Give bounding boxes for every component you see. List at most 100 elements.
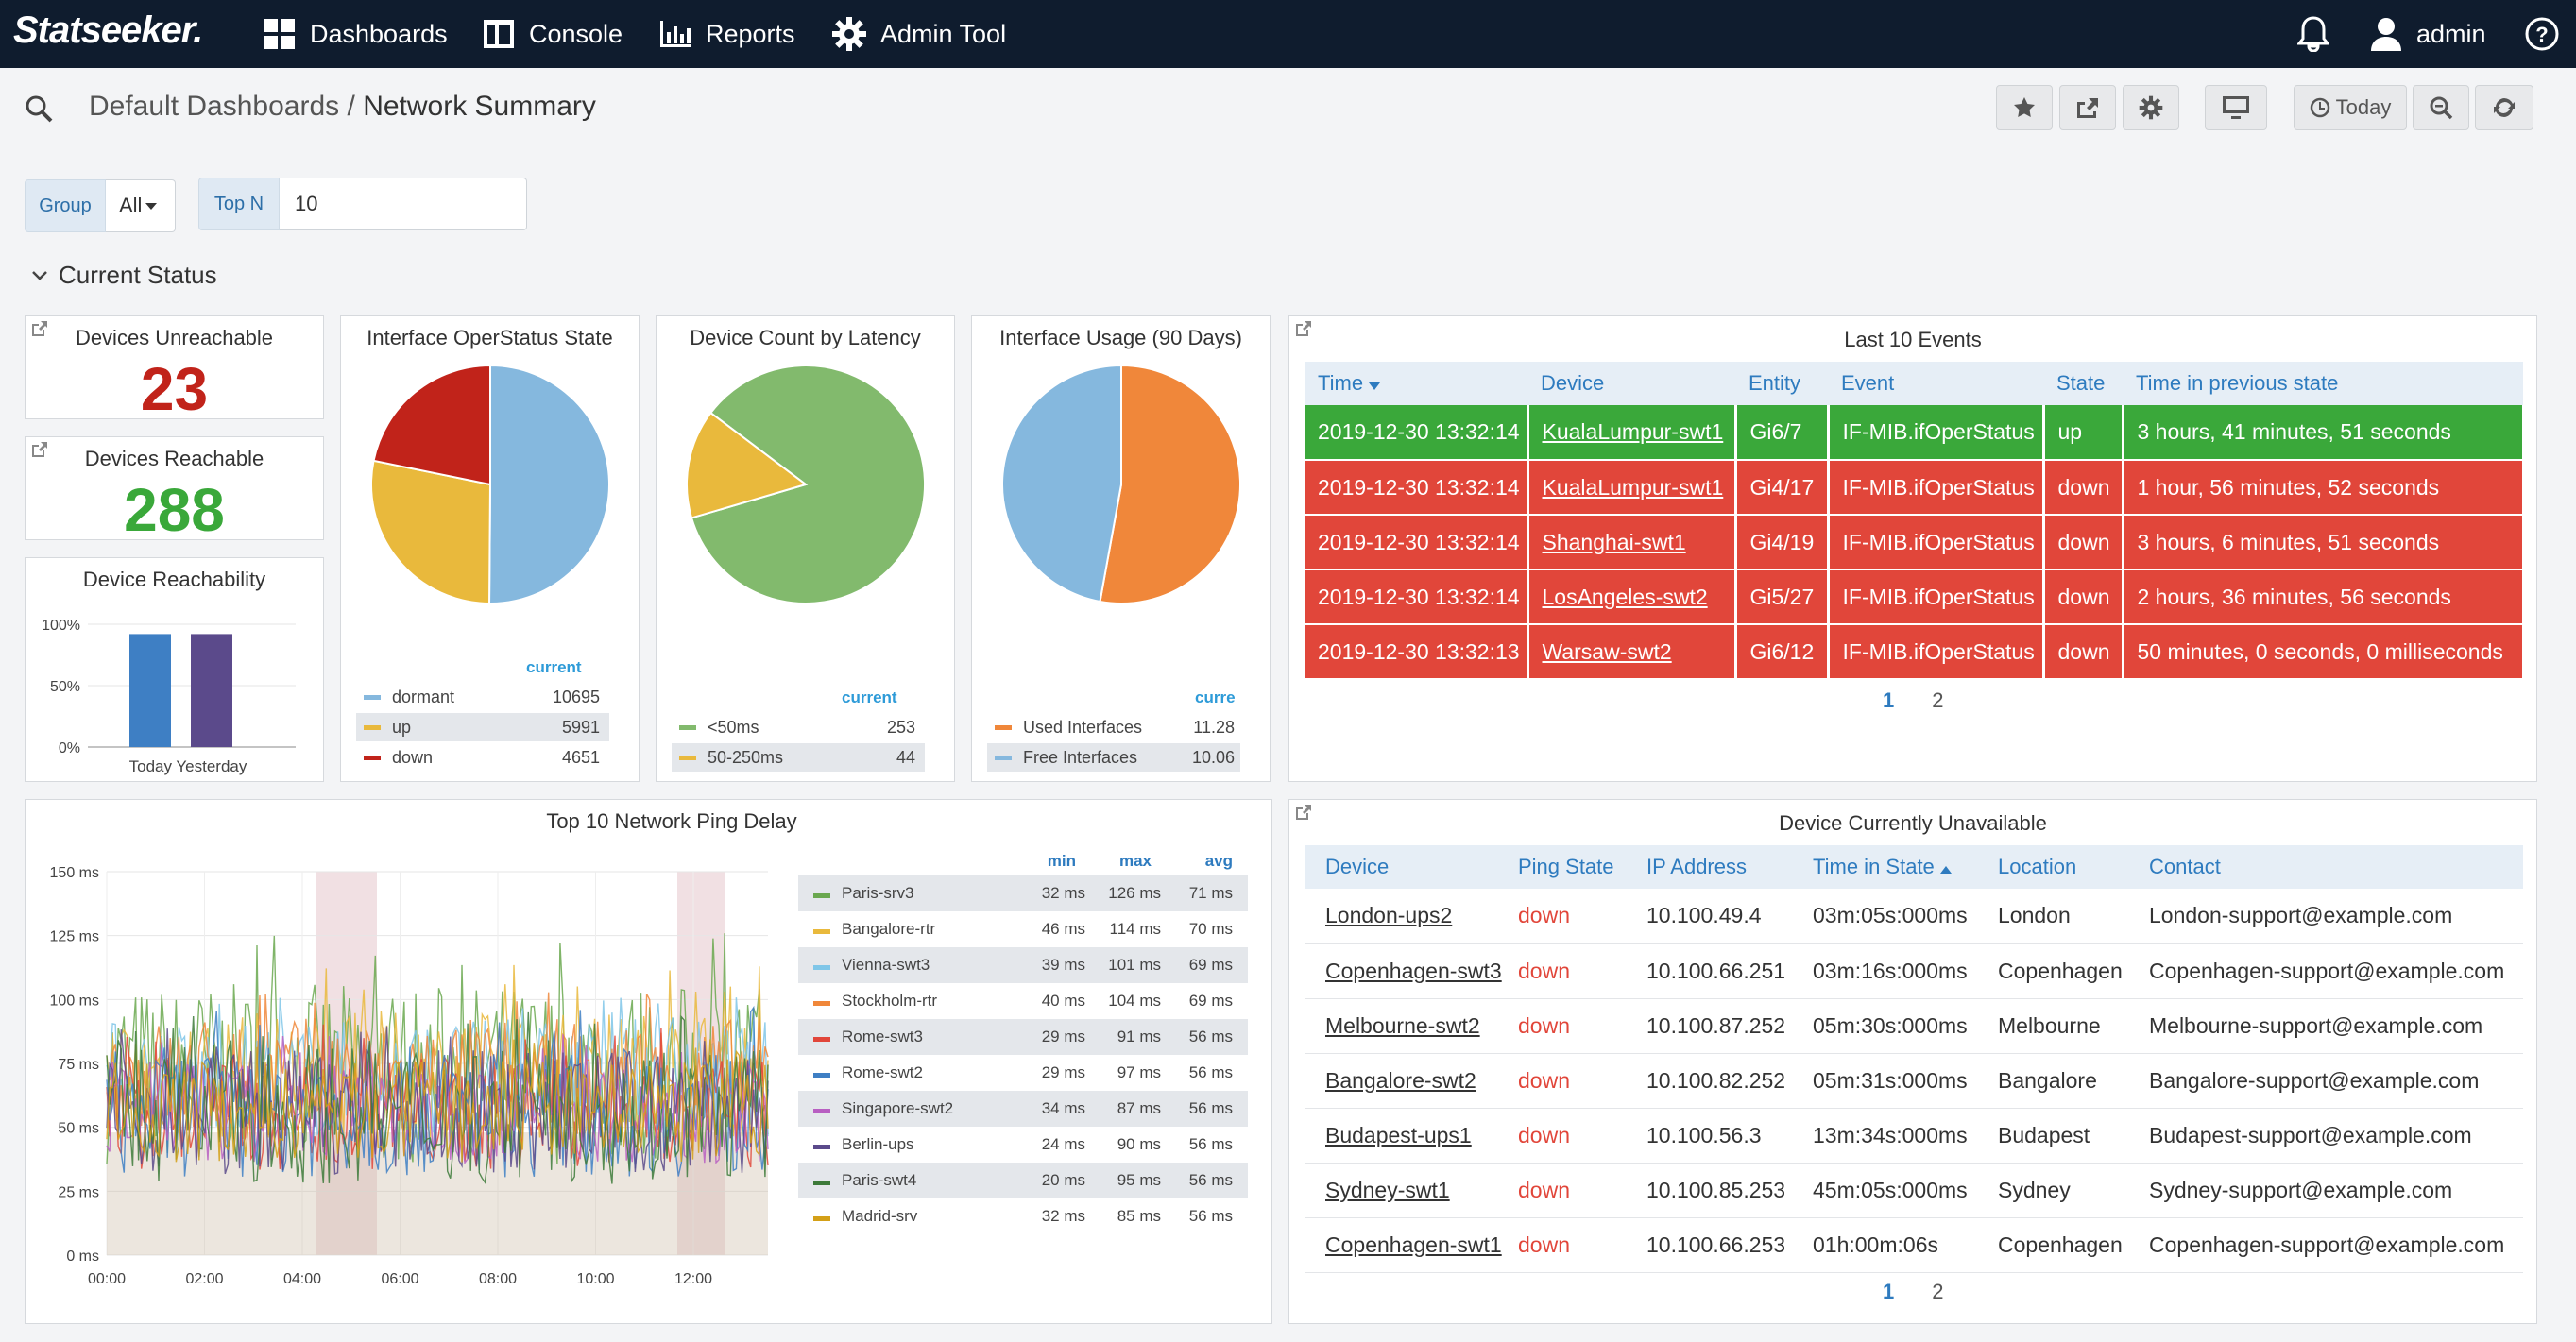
table-row[interactable]: 2019-12-30 13:32:14 LosAngeles-swt2 Gi5/27… — [1305, 569, 2525, 625]
legend-row[interactable]: Singapore-swt2 34 ms 87 ms 56 ms — [798, 1091, 1248, 1127]
table-row[interactable]: 2019-12-30 13:32:14 KualaLumpur-swt1 Gi6/7… — [1305, 405, 2525, 461]
time-range-button[interactable]: Today — [2294, 85, 2407, 130]
device-link[interactable]: Copenhagen-swt3 — [1305, 943, 1503, 999]
event-device-link[interactable]: LosAngeles-swt2 — [1527, 569, 1737, 625]
series-line-madrid-srv[interactable] — [106, 1039, 769, 1163]
pie-slice-free-interfaces[interactable] — [1001, 364, 1122, 603]
table-row[interactable]: Sydney-swt1 down 10.100.85.253 45m:05s:000m… — [1305, 1163, 2523, 1218]
column-header-ping-state[interactable]: Ping State — [1503, 845, 1631, 889]
nav-console[interactable]: Console — [482, 0, 623, 68]
nav-dashboards[interactable]: Dashboards — [263, 0, 448, 68]
notifications-button[interactable] — [2297, 0, 2329, 68]
legend-row[interactable]: Paris-srv3 32 ms 126 ms 71 ms — [798, 875, 1248, 911]
device-link-text[interactable]: LosAngeles-swt2 — [1542, 584, 1708, 609]
device-link[interactable]: Budapest-ups1 — [1305, 1108, 1503, 1164]
series-swatch — [813, 1001, 830, 1006]
search-icon[interactable] — [25, 94, 53, 123]
legend-item[interactable]: up 5991 — [356, 713, 609, 741]
legend-item[interactable]: Used Interfaces 11.28 — [987, 713, 1240, 741]
legend-item[interactable]: down 4651 — [356, 743, 609, 772]
legend-item[interactable]: Free Interfaces 10.06 — [987, 743, 1240, 772]
share-button[interactable] — [2059, 85, 2116, 130]
pie-slice-up[interactable] — [370, 459, 492, 605]
breadcrumb-parent[interactable]: Default Dashboards — [89, 91, 340, 122]
nav-reports[interactable]: Reports — [658, 0, 795, 68]
column-header-contact[interactable]: Contact — [2134, 845, 2523, 889]
pie-slice-used-interfaces[interactable] — [1099, 364, 1241, 604]
legend-item[interactable]: 50-250ms 44 — [672, 743, 925, 772]
bar-today[interactable] — [129, 634, 171, 747]
series-line-berlin-ups[interactable] — [106, 1026, 769, 1175]
table-row[interactable]: 2019-12-30 13:32:14 KualaLumpur-swt1 Gi4/1… — [1305, 460, 2525, 516]
page-link[interactable]: 1 — [1883, 1280, 1895, 1303]
column-header-device[interactable]: Device — [1305, 845, 1503, 889]
user-menu[interactable]: admin — [2369, 0, 2486, 68]
table-row[interactable]: Melbourne-swt2 down 10.100.87.252 05m:30s:0… — [1305, 998, 2523, 1054]
device-link[interactable]: Melbourne-swt2 — [1305, 998, 1503, 1054]
external-link-icon[interactable] — [31, 320, 48, 337]
legend-row[interactable]: Madrid-srv 32 ms 85 ms 56 ms — [798, 1198, 1248, 1234]
column-header-location[interactable]: Location — [1983, 845, 2134, 889]
table-row[interactable]: Budapest-ups1 down 10.100.56.3 13m:34s:000m… — [1305, 1108, 2523, 1164]
series-line-bangalore-rtr[interactable] — [106, 964, 769, 1139]
favorite-button[interactable] — [1996, 85, 2053, 130]
table-row[interactable]: Copenhagen-swt1 down 10.100.66.253 01h:00m:… — [1305, 1217, 2523, 1273]
column-header-ip[interactable]: IP Address — [1631, 845, 1798, 889]
pie-slice--50ms[interactable] — [690, 365, 926, 604]
legend-row[interactable]: Rome-swt3 29 ms 91 ms 56 ms — [798, 1019, 1248, 1055]
refresh-button[interactable] — [2475, 85, 2533, 130]
pie-slice-50-250ms[interactable] — [686, 411, 809, 519]
nav-admin-tool[interactable]: Admin Tool — [831, 0, 1006, 68]
table-row[interactable]: 2019-12-30 13:32:14 Shanghai-swt1 Gi4/19 IF… — [1305, 515, 2525, 570]
brand-logo[interactable]: Statseeker. — [13, 9, 203, 51]
group-filter-select[interactable]: All — [106, 179, 176, 232]
settings-button[interactable] — [2123, 85, 2179, 130]
legend-item[interactable]: dormant 10695 — [356, 683, 609, 711]
column-header-state[interactable]: State — [2043, 362, 2123, 405]
page-link[interactable]: 2 — [1932, 688, 1944, 712]
table-row[interactable]: 2019-12-30 13:32:13 Warsaw-swt2 Gi6/12 IF-M… — [1305, 624, 2525, 680]
legend-row[interactable]: Stockholm-rtr 40 ms 104 ms 69 ms — [798, 983, 1248, 1019]
legend-row[interactable]: Berlin-ups 24 ms 90 ms 56 ms — [798, 1127, 1248, 1163]
device-link-text[interactable]: Warsaw-swt2 — [1542, 638, 1672, 664]
legend-item[interactable]: <50ms 253 — [672, 713, 925, 741]
pie-slice-dormant[interactable] — [488, 364, 610, 604]
topn-input[interactable]: 10 — [280, 178, 527, 230]
table-row[interactable]: Copenhagen-swt3 down 10.100.66.251 03m:16s:… — [1305, 943, 2523, 999]
page-link[interactable]: 2 — [1932, 1280, 1944, 1303]
device-link-text[interactable]: Shanghai-swt1 — [1542, 529, 1686, 554]
zoom-out-button[interactable] — [2413, 85, 2469, 130]
device-link[interactable]: Bangalore-swt2 — [1305, 1053, 1503, 1109]
column-header-event[interactable]: Event — [1828, 362, 2043, 405]
column-header-time[interactable]: Time — [1305, 362, 1527, 405]
help-button[interactable]: ? — [2524, 0, 2560, 68]
event-device-link[interactable]: Warsaw-swt2 — [1527, 624, 1737, 680]
page-link[interactable]: 1 — [1883, 688, 1895, 712]
device-link[interactable]: Copenhagen-swt1 — [1305, 1217, 1503, 1273]
external-link-icon[interactable] — [1295, 320, 1312, 337]
column-header-prev-state-time[interactable]: Time in previous state — [2123, 362, 2523, 405]
fullscreen-display-button[interactable] — [2205, 85, 2267, 130]
bar-yesterday[interactable] — [191, 634, 232, 747]
table-row[interactable]: London-ups2 down 10.100.49.4 03m:05s:000ms L… — [1305, 889, 2523, 944]
legend-row[interactable]: Rome-swt2 29 ms 97 ms 56 ms — [798, 1055, 1248, 1091]
legend-row[interactable]: Bangalore-rtr 46 ms 114 ms 70 ms — [798, 911, 1248, 947]
section-header-current-status[interactable]: Current Status — [32, 261, 217, 290]
table-row[interactable]: Bangalore-swt2 down 10.100.82.252 05m:31s:0… — [1305, 1053, 2523, 1109]
event-device-link[interactable]: Shanghai-swt1 — [1527, 515, 1737, 570]
event-device-link[interactable]: KualaLumpur-swt1 — [1527, 460, 1737, 516]
device-link[interactable]: Sydney-swt1 — [1305, 1163, 1503, 1218]
event-device-link[interactable]: KualaLumpur-swt1 — [1527, 405, 1737, 461]
device-link[interactable]: London-ups2 — [1305, 889, 1503, 944]
external-link-icon[interactable] — [31, 441, 48, 458]
device-link-text[interactable]: KualaLumpur-swt1 — [1542, 419, 1724, 444]
column-header-device[interactable]: Device — [1527, 362, 1735, 405]
external-link-icon[interactable] — [1295, 804, 1312, 821]
legend-row[interactable]: Paris-swt4 20 ms 95 ms 56 ms — [798, 1163, 1248, 1198]
column-header-time-in-state[interactable]: Time in State — [1798, 845, 1983, 889]
legend-row[interactable]: Vienna-swt3 39 ms 101 ms 69 ms — [798, 947, 1248, 983]
pie-slice-down[interactable] — [372, 364, 491, 486]
device-link-text[interactable]: KualaLumpur-swt1 — [1542, 474, 1724, 500]
legend-value: 44 — [896, 747, 915, 767]
column-header-entity[interactable]: Entity — [1735, 362, 1828, 405]
